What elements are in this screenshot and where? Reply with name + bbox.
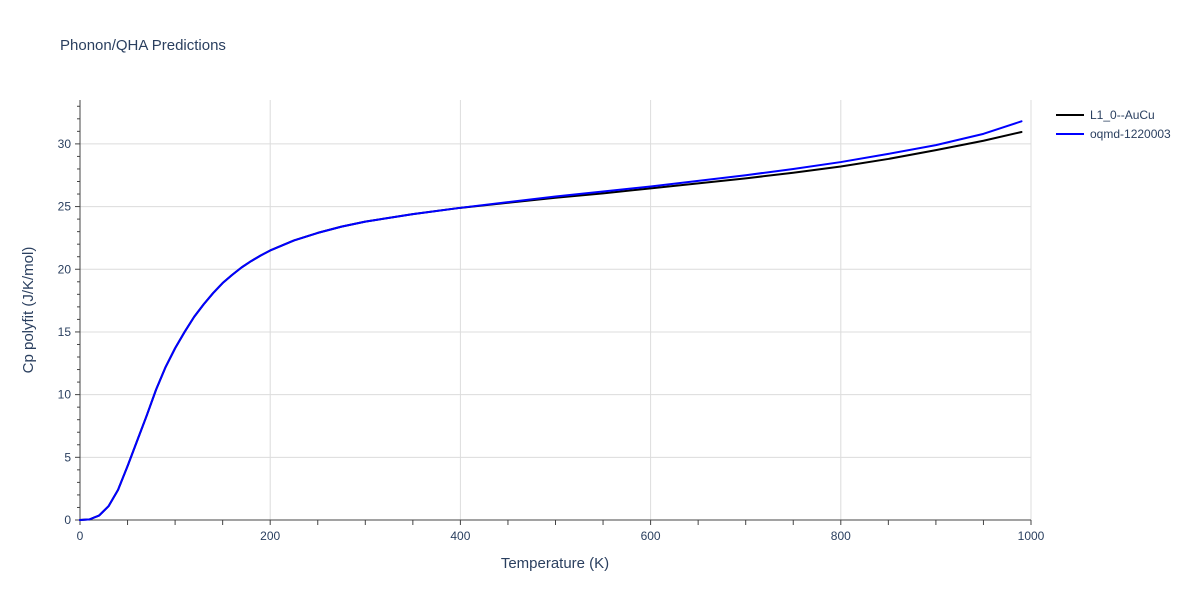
legend-item-2[interactable]: oqmd-1220003 xyxy=(1056,127,1171,141)
y-tick-label: 30 xyxy=(58,137,72,151)
y-axis-title: Cp polyfit (J/K/mol) xyxy=(20,247,37,374)
x-tick-label: 200 xyxy=(260,529,280,543)
x-tick-label: 0 xyxy=(77,529,84,543)
y-tick-label: 0 xyxy=(64,513,71,527)
chart-title: Phonon/QHA Predictions xyxy=(60,37,226,54)
x-tick-label: 400 xyxy=(450,529,470,543)
y-tick-label: 25 xyxy=(58,200,72,214)
x-tick-label: 600 xyxy=(641,529,661,543)
axes: 0 200 400 600 800 1000 0 5 10 15 20 25 30 xyxy=(58,100,1045,543)
x-tick-label: 800 xyxy=(831,529,851,543)
legend-label: oqmd-1220003 xyxy=(1090,127,1171,141)
legend-label: L1_0--AuCu xyxy=(1090,108,1155,122)
y-tick-label: 15 xyxy=(58,325,72,339)
legend-item-1[interactable]: L1_0--AuCu xyxy=(1056,108,1155,122)
legend[interactable]: L1_0--AuCu oqmd-1220003 xyxy=(1056,108,1171,141)
series-layer xyxy=(79,120,1023,521)
y-tick-label: 5 xyxy=(64,450,71,464)
grid xyxy=(80,100,1032,520)
series-line-1 xyxy=(79,130,1023,521)
x-tick-label: 1000 xyxy=(1018,529,1045,543)
y-tick-label: 20 xyxy=(58,262,72,276)
x-axis-title: Temperature (K) xyxy=(501,555,609,572)
series-line-2 xyxy=(79,120,1023,521)
y-tick-label: 10 xyxy=(58,388,72,402)
